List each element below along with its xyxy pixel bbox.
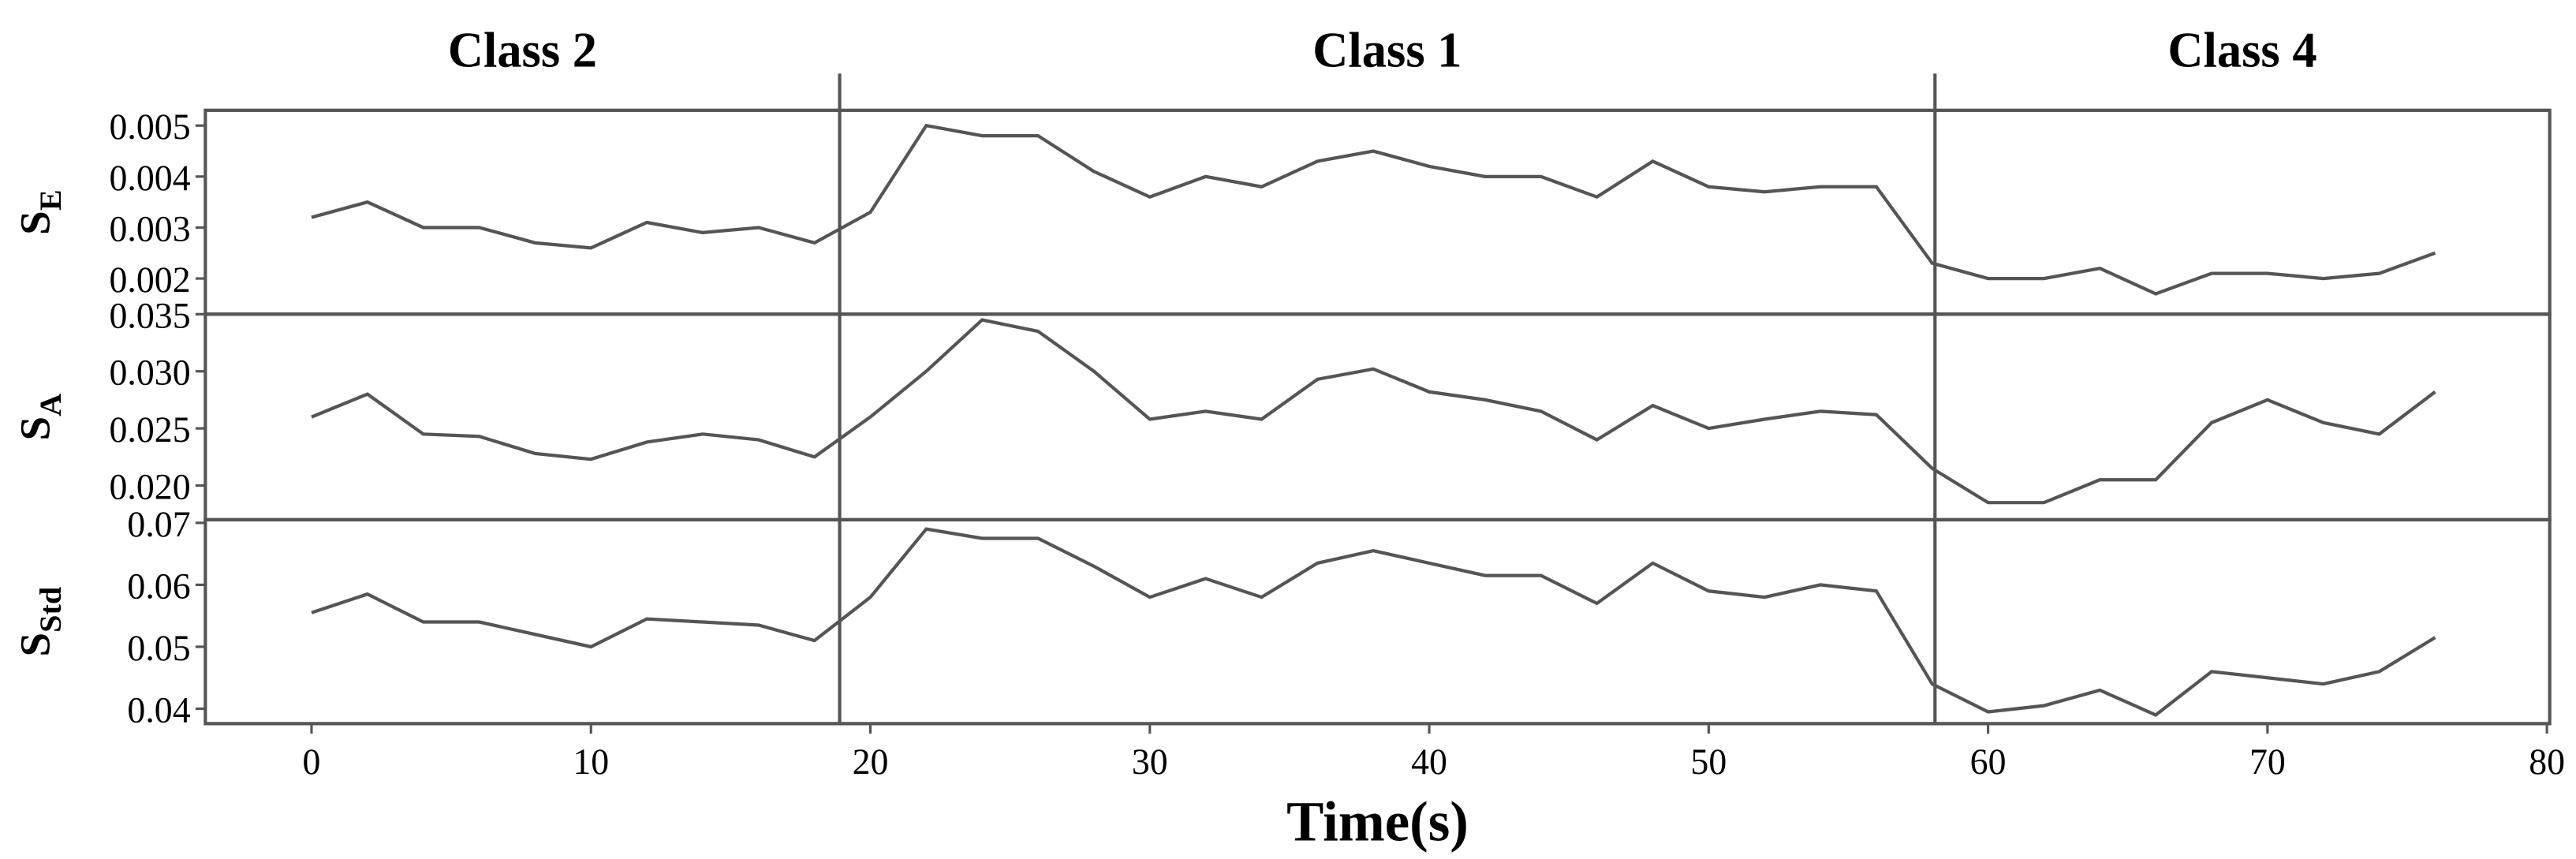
class-label: Class 1 — [1312, 22, 1462, 78]
class-label: Class 4 — [2167, 22, 2317, 78]
y-axis-label-main: S — [11, 633, 58, 657]
x-tick-label: 80 — [2529, 741, 2565, 782]
x-tick-label: 20 — [853, 741, 889, 782]
y-axis-label: SE — [11, 189, 68, 234]
y-tick-label: 0.002 — [110, 260, 191, 300]
y-tick-label: 0.035 — [110, 295, 191, 335]
y-tick-label: 0.06 — [127, 566, 190, 606]
y-axis-label-sub: E — [32, 189, 68, 211]
y-axis-label-sub: Std — [32, 587, 68, 633]
x-tick-label: 0 — [303, 741, 321, 782]
x-tick-label: 40 — [1411, 741, 1447, 782]
x-tick-label: 30 — [1132, 741, 1168, 782]
panel-frame — [203, 517, 2552, 726]
panel-frame — [203, 312, 2552, 522]
y-tick-label: 0.04 — [127, 689, 190, 730]
y-tick-label: 0.025 — [110, 409, 191, 450]
y-tick-label: 0.030 — [110, 352, 191, 392]
x-tick-label: 70 — [2249, 741, 2286, 782]
y-tick-label: 0.004 — [110, 157, 191, 197]
y-tick-label: 0.005 — [110, 106, 191, 147]
series-line — [311, 527, 2436, 717]
x-tick-label: 10 — [573, 741, 609, 782]
panel-frame — [203, 108, 2552, 316]
y-tick-label: 0.05 — [127, 628, 190, 668]
class-label: Class 2 — [448, 22, 597, 78]
y-tick-label: 0.003 — [110, 208, 191, 248]
y-tick-label: 0.07 — [127, 503, 190, 543]
y-axis-label: SA — [11, 394, 68, 441]
y-axis-label-main: S — [11, 211, 58, 235]
y-axis-label: SStd — [11, 587, 68, 657]
x-tick-label: 60 — [1970, 741, 2007, 782]
y-axis-label-sub: A — [32, 394, 68, 416]
y-axis-label-main: S — [11, 416, 58, 441]
x-tick-label: 50 — [1690, 741, 1727, 782]
x-axis-label: Time(s) — [1286, 790, 1469, 853]
y-tick-label: 0.020 — [110, 466, 191, 506]
series-line — [311, 123, 2436, 296]
series-line — [311, 318, 2436, 505]
